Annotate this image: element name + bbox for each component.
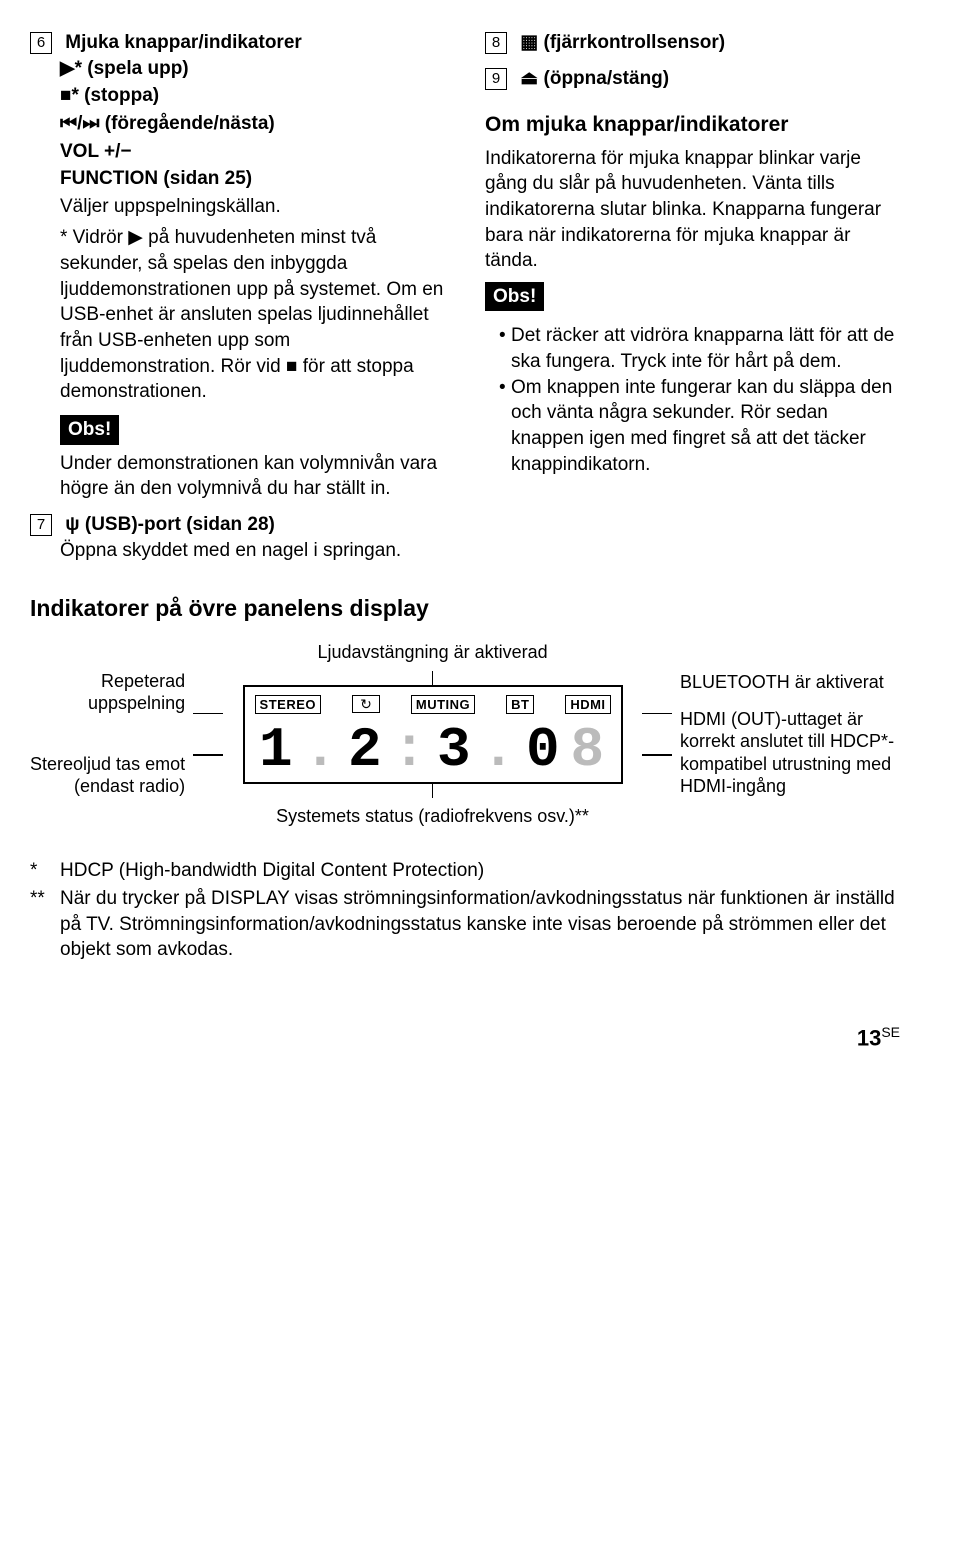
footnote-2-mark: ** <box>30 886 60 963</box>
usb-icon: ψ <box>65 514 79 535</box>
item-number-6: 6 <box>30 32 52 54</box>
footnote-2: ** När du trycker på DISPLAY visas ström… <box>30 886 900 963</box>
two-column-layout: 6 Mjuka knappar/indikatorer ▶* (spela up… <box>30 30 900 573</box>
bullet-1: Om knappen inte fungerar kan du släppa d… <box>499 375 900 478</box>
connector-line <box>432 784 434 798</box>
bullet-list: Det räcker att vidröra knapparna lätt fö… <box>499 323 900 477</box>
item-8: 8 ▦ (fjärrkontrollsensor) <box>485 30 900 56</box>
footnote-1: * HDCP (High-bandwidth Digital Content P… <box>30 858 900 884</box>
bullet-0: Det räcker att vidröra knapparna lätt fö… <box>499 323 900 374</box>
diagram-right-labels: BLUETOOTH är aktiverat HDMI (OUT)-uttage… <box>680 671 900 798</box>
item-6-line-1: ■* (stoppa) <box>60 83 445 109</box>
connector-line <box>193 754 223 756</box>
item-number-8: 8 <box>485 32 507 54</box>
item-7-title: (USB)-port (sidan 28) <box>80 514 275 535</box>
item-number-9: 9 <box>485 68 507 90</box>
item-6-star-block: * Vidrör ▶ på huvudenheten minst två sek… <box>60 225 445 404</box>
seven-segment-display: 1.2 : 3.08 <box>255 718 611 778</box>
item-6-line-0: ▶* (spela upp) <box>60 56 445 82</box>
top-label-muting: Ljudavstängning är aktiverad <box>317 640 547 664</box>
item-9-title: ⏏ (öppna/stäng) <box>520 68 669 89</box>
item-6-line-2: ⏮/⏭ (föregående/nästa) <box>60 111 445 137</box>
left-column: 6 Mjuka knappar/indikatorer ▶* (spela up… <box>30 30 445 573</box>
lcd-top-row: STEREO ↻ MUTING BT HDMI <box>255 695 611 715</box>
item-6-plain: Väljer uppspelningskällan. <box>60 194 445 220</box>
left-label-stereo: Stereoljud tas emot (endast radio) <box>30 754 185 797</box>
indicators-heading: Indikatorer på övre panelens display <box>30 593 900 624</box>
diagram-center: Ljudavstängning är aktiverad STEREO ↻ MU… <box>223 640 642 828</box>
page-suffix: SE <box>881 1024 900 1040</box>
stereo-indicator: STEREO <box>255 695 321 715</box>
item-7: 7 ψ (USB)-port (sidan 28) Öppna skyddet … <box>30 512 445 563</box>
connector-line <box>642 754 672 756</box>
hdmi-indicator: HDMI <box>565 695 610 715</box>
bt-indicator: BT <box>506 695 534 715</box>
repeat-icon: ↻ <box>352 695 380 713</box>
obs-badge-left: Obs! <box>60 415 119 445</box>
connector-line <box>642 713 672 715</box>
page-number-value: 13 <box>857 1025 881 1050</box>
subhead: Om mjuka knappar/indikatorer <box>485 111 900 139</box>
item-7-text: Öppna skyddet med en nagel i springan. <box>60 538 445 564</box>
right-column: 8 ▦ (fjärrkontrollsensor) 9 ⏏ (öppna/stä… <box>485 30 900 573</box>
footnotes: * HDCP (High-bandwidth Digital Content P… <box>30 858 900 963</box>
item-number-7: 7 <box>30 514 52 536</box>
footnote-1-text: HDCP (High-bandwidth Digital Content Pro… <box>60 858 484 884</box>
display-diagram: Repeterad uppspelning Stereoljud tas emo… <box>30 640 900 828</box>
obs-text-left: Under demonstrationen kan volymnivån var… <box>60 451 445 502</box>
footnote-2-text: När du trycker på DISPLAY visas strömnin… <box>60 886 900 963</box>
diagram-left-labels: Repeterad uppspelning Stereoljud tas emo… <box>30 671 185 797</box>
item-9: 9 ⏏ (öppna/stäng) <box>485 66 900 92</box>
item-8-title: ▦ (fjärrkontrollsensor) <box>520 32 725 53</box>
bottom-label-status: Systemets status (radiofrekvens osv.)** <box>276 804 589 828</box>
item-6-line-4: FUNCTION (sidan 25) <box>60 166 445 192</box>
left-label-repeat: Repeterad uppspelning <box>30 671 185 714</box>
lcd-panel: STEREO ↻ MUTING BT HDMI 1.2 : 3.08 <box>243 685 623 785</box>
right-label-hdmi: HDMI (OUT)-uttaget är korrekt anslutet t… <box>680 708 900 798</box>
right-para: Indikatorerna för mjuka knappar blinkar … <box>485 146 900 274</box>
page-number: 13SE <box>30 1023 900 1053</box>
connector-line <box>193 713 223 715</box>
item-6-title: Mjuka knappar/indikatorer <box>65 32 302 53</box>
footnote-1-mark: * <box>30 858 60 884</box>
item-6: 6 Mjuka knappar/indikatorer ▶* (spela up… <box>30 30 445 502</box>
item-6-line-3: VOL +/− <box>60 139 445 165</box>
obs-badge-right: Obs! <box>485 282 544 312</box>
muting-indicator: MUTING <box>411 695 475 715</box>
right-label-bt: BLUETOOTH är aktiverat <box>680 671 900 694</box>
connector-line <box>432 671 434 685</box>
